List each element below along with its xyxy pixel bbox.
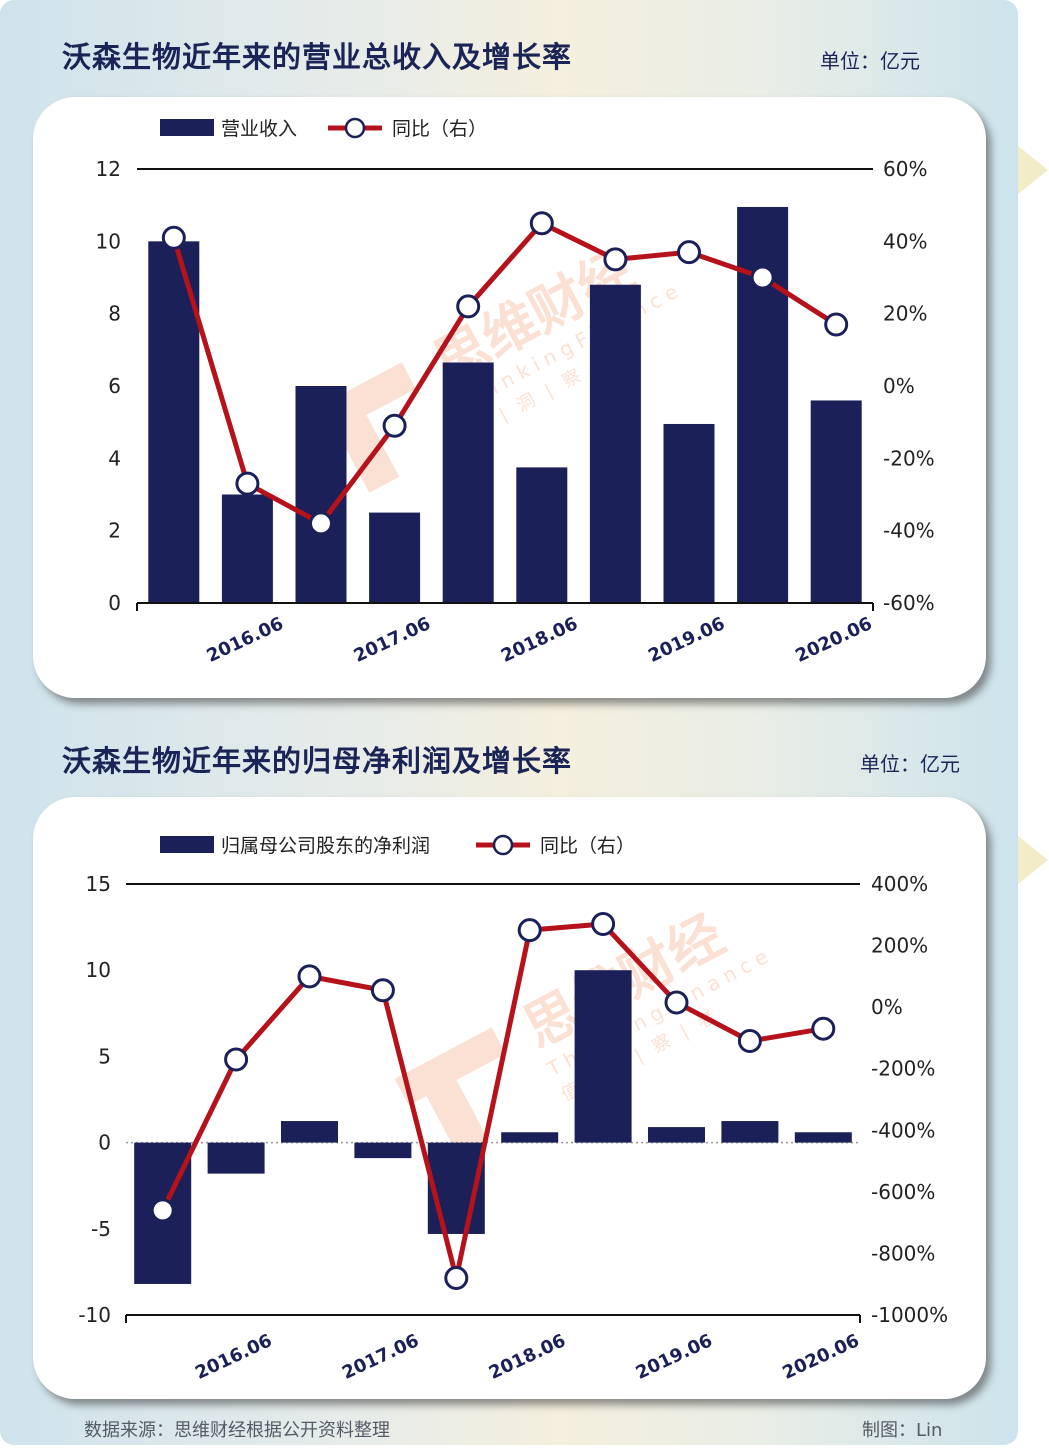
growth-point [444, 1266, 469, 1291]
growth-point [150, 1198, 175, 1223]
growth-point [677, 240, 701, 265]
x-tick-label: 2016.06 [192, 1330, 275, 1384]
y-left-tick-label: 5 [98, 1044, 111, 1068]
bar [810, 400, 862, 603]
y-left-tick-label: 0 [108, 591, 121, 615]
y-right-tick-label: -400% [871, 1118, 935, 1142]
bar [589, 284, 641, 603]
growth-point [591, 912, 616, 937]
x-tick-label: 2019.06 [633, 1330, 716, 1384]
credit-note: 制图：Lin [862, 1420, 943, 1441]
y-left-tick-label: 4 [108, 446, 121, 470]
growth-point [235, 471, 260, 496]
chart2-title: 沃森生物近年来的归母净利润及增长率 [62, 744, 573, 778]
bar [648, 1127, 705, 1143]
chart1-unit-label: 单位：亿元 [820, 49, 920, 73]
y-right-tick-label: 40% [883, 229, 927, 253]
bar [295, 386, 347, 603]
growth-point [370, 978, 395, 1003]
decorative-arrow [1018, 836, 1048, 884]
growth-point [382, 413, 407, 438]
y-left-tick-label: -10 [78, 1303, 111, 1327]
x-tick-label: 2020.06 [779, 1330, 862, 1384]
watermark-logo-shape [394, 1027, 506, 1106]
bar [369, 512, 421, 603]
bar [516, 467, 568, 603]
source-note: 数据来源：思维财经根据公开资料整理 [84, 1420, 390, 1441]
bar [207, 1142, 265, 1174]
bar [721, 1121, 779, 1143]
bar [354, 1142, 412, 1159]
growth-point [824, 312, 849, 337]
growth-point [664, 990, 689, 1015]
y-right-tick-label: 0% [883, 374, 915, 398]
x-tick-label: 2019.06 [645, 613, 728, 667]
x-tick-label: 2018.06 [498, 613, 581, 667]
chart1-card: 思维财经 ThinkingFinance 值 | 洞 | 察 | 者营业收入 同比（右… [33, 97, 986, 698]
chart2-unit-label: 单位：亿元 [860, 752, 960, 776]
growth-line [160, 921, 824, 1281]
y-right-tick-label: -600% [871, 1180, 935, 1204]
legend-bar-label: 营业收入 [221, 118, 297, 140]
y-right-tick-label: -60% [883, 591, 935, 615]
growth-point [737, 1029, 762, 1054]
bar [281, 1121, 338, 1143]
growth-point [224, 1047, 249, 1072]
watermark-logo-shape [336, 414, 400, 493]
growth-point [309, 511, 333, 536]
legend-bar-swatch [160, 119, 214, 136]
legend-line-label: 同比（右） [392, 118, 487, 140]
legend-bar-label: 归属母公司股东的净利润 [221, 835, 430, 857]
y-left-tick-label: 0 [98, 1131, 111, 1155]
y-left-tick-label: -5 [91, 1217, 111, 1241]
y-left-tick-label: 2 [108, 519, 121, 543]
y-left-tick-label: 10 [96, 229, 121, 253]
y-left-tick-label: 15 [86, 872, 111, 896]
bar [574, 970, 632, 1143]
growth-point [811, 1016, 836, 1041]
growth-point [161, 225, 186, 250]
y-right-tick-label: 60% [883, 157, 927, 181]
growth-line [171, 220, 838, 526]
x-tick-label: 2020.06 [792, 613, 875, 667]
watermark-logo-shape [426, 1079, 490, 1158]
growth-point [529, 211, 554, 236]
y-right-tick-label: 20% [883, 302, 927, 326]
y-right-tick-label: -800% [871, 1241, 935, 1265]
y-right-tick-label: -1000% [871, 1303, 948, 1327]
growth-point [750, 265, 775, 290]
y-right-tick-label: -20% [883, 446, 935, 470]
y-right-tick-label: 400% [871, 872, 928, 896]
bar [442, 362, 494, 603]
bar [221, 494, 273, 603]
y-left-tick-label: 6 [108, 374, 121, 398]
decorative-arrow [1018, 146, 1048, 194]
x-tick-label: 2017.06 [351, 613, 434, 667]
x-tick-label: 2017.06 [339, 1330, 422, 1384]
bar [663, 423, 715, 603]
y-left-tick-label: 12 [96, 157, 121, 181]
bar [501, 1132, 559, 1143]
y-right-tick-label: 200% [871, 934, 928, 958]
x-tick-label: 2016.06 [203, 613, 286, 667]
y-left-tick-label: 8 [108, 302, 121, 326]
y-left-tick-label: 10 [86, 958, 111, 982]
legend-bar-swatch [160, 836, 214, 853]
legend-line-label: 同比（右） [540, 835, 635, 857]
growth-point [297, 964, 322, 989]
x-tick-label: 2018.06 [486, 1330, 569, 1384]
y-right-tick-label: 0% [871, 995, 903, 1019]
legend-line-marker [344, 117, 366, 139]
y-right-tick-label: -40% [883, 519, 935, 543]
y-right-tick-label: -200% [871, 1057, 935, 1081]
growth-point [603, 247, 628, 272]
bar [794, 1132, 852, 1143]
legend-line-marker [492, 834, 514, 856]
growth-point [456, 294, 481, 319]
chart1-title: 沃森生物近年来的营业总收入及增长率 [62, 40, 573, 74]
growth-point [517, 918, 542, 943]
